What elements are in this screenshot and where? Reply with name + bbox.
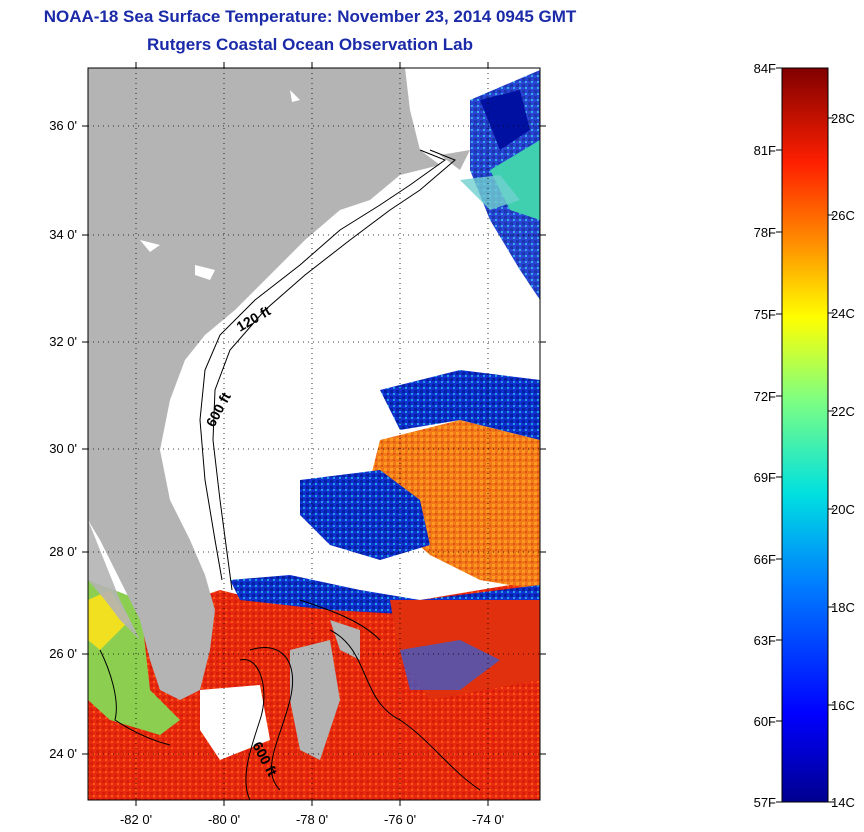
- axis-ticks: [82, 62, 546, 806]
- map-title: NOAA-18 Sea Surface Temperature: Novembe…: [43, 7, 577, 26]
- lat-tick-label: 30 0': [49, 441, 77, 456]
- latitude-labels: 36 0' 34 0' 32 0' 30 0' 28 0' 26 0' 24 0…: [49, 118, 77, 761]
- colorbar-c-label: 18C: [831, 600, 855, 615]
- colorbar-f-label: 69F: [754, 470, 776, 485]
- colorbar-f-label: 60F: [754, 714, 776, 729]
- colorbar-c-label: 16C: [831, 698, 855, 713]
- colorbar: 84F 81F 78F 75F 72F 69F 66F 63F 60F 57F …: [754, 61, 855, 810]
- colorbar-f-label: 81F: [754, 143, 776, 158]
- map-frame: [87, 67, 541, 801]
- longitude-labels: -82 0' -80 0' -78 0' -76 0' -74 0': [120, 812, 504, 827]
- lat-tick-label: 24 0': [49, 746, 77, 761]
- lon-tick-label: -74 0': [472, 812, 504, 827]
- map-area: 120 ft 600 ft 600 ft: [88, 68, 540, 800]
- lat-tick-label: 32 0': [49, 334, 77, 349]
- colorbar-f-label: 63F: [754, 633, 776, 648]
- depth-contours: [99, 149, 481, 800]
- lon-tick-label: -82 0': [120, 812, 152, 827]
- map-subtitle: Rutgers Coastal Ocean Observation Lab: [147, 35, 473, 54]
- graticule: [88, 68, 540, 800]
- lat-tick-label: 34 0': [49, 227, 77, 242]
- colorbar-c-label: 28C: [831, 111, 855, 126]
- colorbar-c-label: 26C: [831, 208, 855, 223]
- lat-tick-label: 28 0': [49, 544, 77, 559]
- land: [88, 68, 470, 760]
- lat-tick-label: 26 0': [49, 646, 77, 661]
- lon-tick-label: -80 0': [208, 812, 240, 827]
- colorbar-f-label: 57F: [754, 795, 776, 810]
- colorbar-c-label: 22C: [831, 404, 855, 419]
- colorbar-f-label: 75F: [754, 307, 776, 322]
- lat-tick-label: 36 0': [49, 118, 77, 133]
- colorbar-f-label: 84F: [754, 61, 776, 76]
- colorbar-f-label: 78F: [754, 225, 776, 240]
- colorbar-c-label: 24C: [831, 306, 855, 321]
- colorbar-scale: [781, 67, 829, 803]
- colorbar-c-label: 14C: [831, 795, 855, 810]
- lon-tick-label: -76 0': [384, 812, 416, 827]
- lon-tick-label: -78 0': [296, 812, 328, 827]
- colorbar-c-label: 20C: [831, 502, 855, 517]
- colorbar-f-label: 66F: [754, 552, 776, 567]
- colorbar-f-label: 72F: [754, 389, 776, 404]
